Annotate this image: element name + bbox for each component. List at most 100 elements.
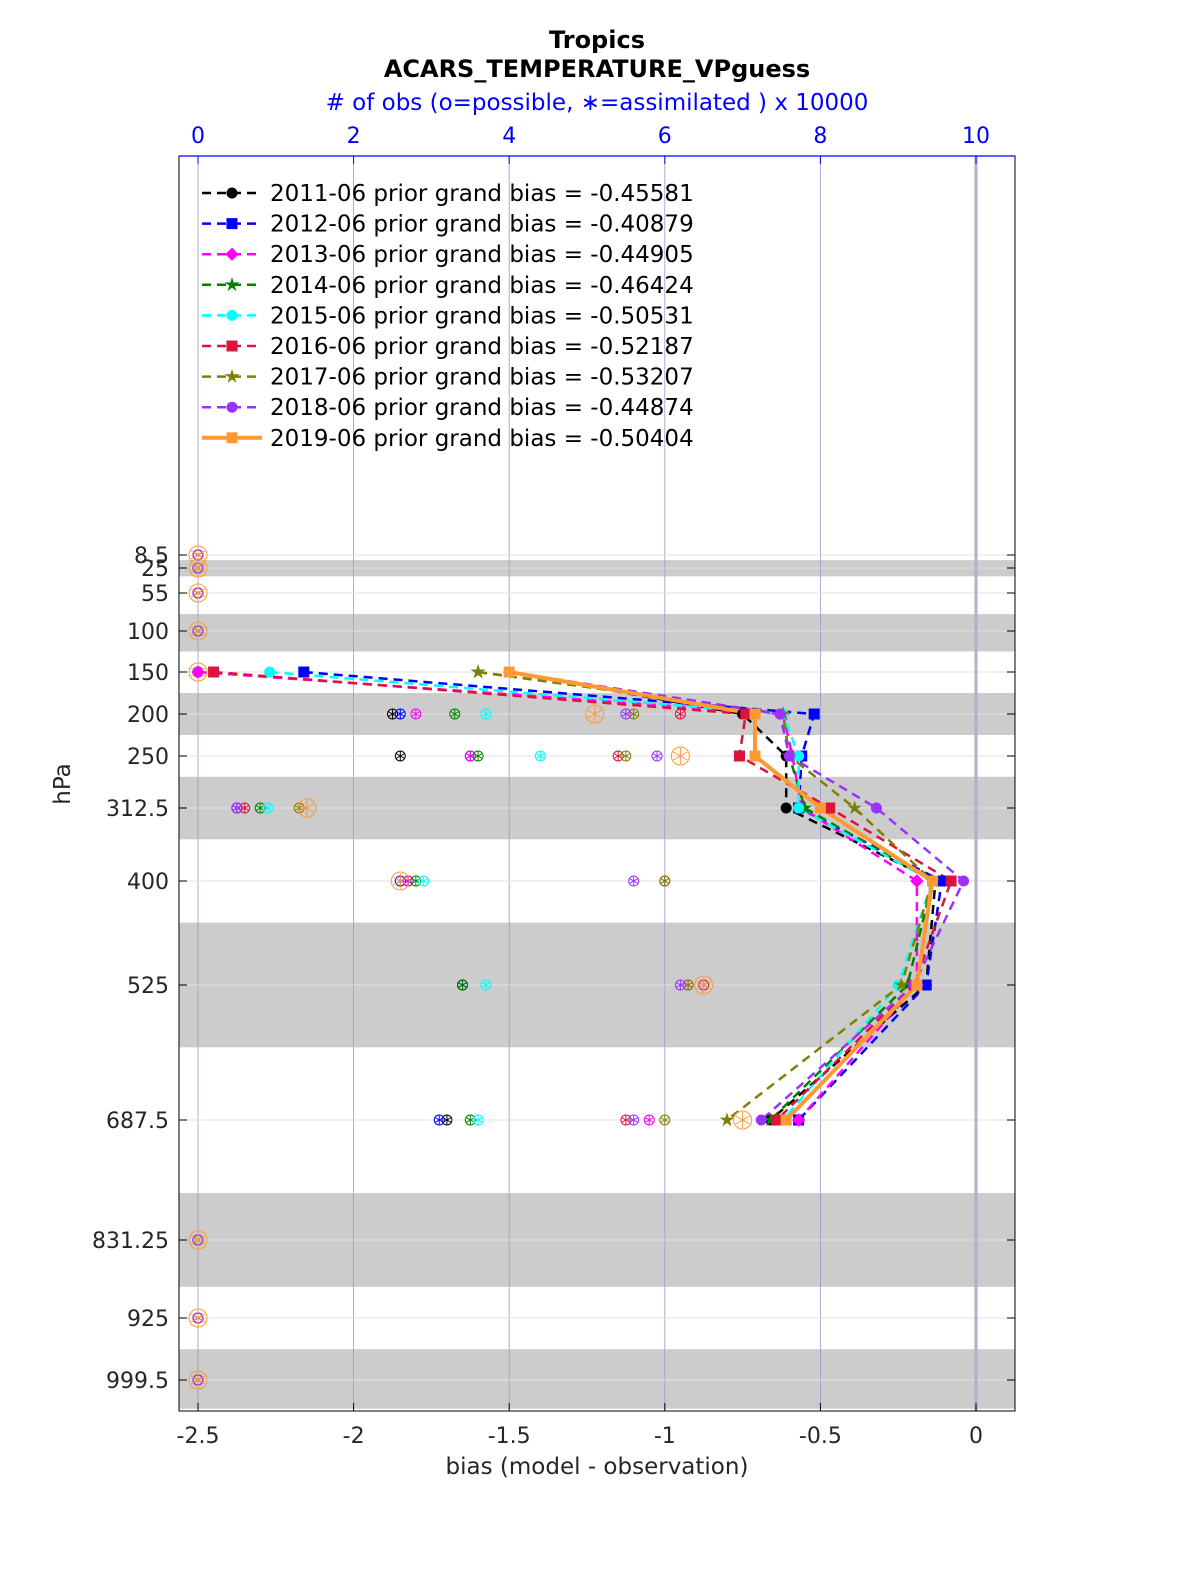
series-line — [477, 670, 934, 1121]
series-point — [780, 802, 792, 814]
legend-marker — [224, 368, 240, 383]
obs-assimilated-marker — [675, 982, 685, 988]
legend-marker — [226, 340, 238, 352]
series-point — [470, 664, 486, 679]
grid-lines — [179, 156, 1015, 1411]
obs-possible-marker — [188, 1370, 208, 1390]
chart-subtitle: ACARS_TEMPERATURE_VPguess — [384, 55, 810, 83]
obs-assimilated-marker — [675, 711, 685, 717]
series-point — [771, 1114, 783, 1126]
top-tick-label: 4 — [502, 124, 516, 149]
legend-entry: 2013-06 prior grand bias = -0.44905 — [270, 242, 694, 268]
obs-assimilated-marker — [735, 1115, 750, 1125]
y-axis-label: hPa — [50, 763, 76, 805]
obs-assimilated-marker — [450, 711, 460, 717]
series-point — [911, 979, 923, 991]
obs-assimilated-marker — [473, 753, 483, 759]
top-tick-label: 8 — [813, 124, 827, 149]
y-tick-label: 100 — [127, 620, 169, 645]
obs-possible-marker — [188, 583, 208, 603]
series-point — [298, 666, 310, 678]
x-tick-label: 0 — [969, 1424, 983, 1449]
obs-assimilated-marker — [621, 753, 631, 759]
y-tick-label: 150 — [127, 661, 169, 686]
obs-assimilated-marker — [395, 753, 405, 759]
shaded-band — [179, 1349, 1015, 1409]
series-line — [477, 670, 934, 1121]
top-tick-label: 6 — [658, 124, 672, 149]
top-tick-label: 2 — [347, 124, 361, 149]
obs-possible-marker — [670, 746, 690, 766]
legend-entry: 2016-06 prior grand bias = -0.52187 — [270, 334, 694, 360]
bottom-axis-ticks: -2.5 -2 -1.5 -1 -0.5 0 — [177, 1403, 983, 1449]
top-axis-label: # of obs (o=possible, ∗=assimilated ) x … — [326, 90, 869, 116]
series-point — [740, 708, 752, 720]
series-point — [783, 750, 795, 762]
series-point — [208, 666, 220, 678]
y-tick-label: 999.5 — [106, 1369, 169, 1394]
obs-assimilated-marker — [660, 878, 670, 884]
obs-possible-marker — [585, 704, 605, 724]
obs-assimilated-marker — [535, 753, 545, 759]
series-point — [749, 708, 761, 720]
series-point — [870, 802, 882, 814]
series-point — [719, 1112, 735, 1127]
obs-possible-marker — [188, 558, 208, 578]
obs-assimilated-marker — [629, 1117, 639, 1123]
obs-assimilated-marker — [419, 878, 429, 884]
chart-title: Tropics — [549, 26, 645, 54]
legend-marker — [226, 187, 238, 199]
obs-assimilated-marker — [263, 805, 273, 811]
shaded-band — [179, 614, 1015, 652]
y-tick-label: 8.5 — [134, 544, 169, 569]
obs-assimilated-marker — [393, 876, 408, 886]
series-point — [774, 708, 786, 720]
obs-assimilated-marker — [190, 1375, 206, 1385]
legend-entry: 2012-06 prior grand bias = -0.40879 — [270, 212, 694, 238]
legend-marker — [226, 432, 238, 444]
series-point — [926, 875, 938, 887]
obs-assimilated-marker — [190, 563, 206, 573]
series-point — [793, 802, 805, 814]
obs-assimilated-marker — [299, 803, 315, 813]
obs-possible-marker — [188, 662, 208, 682]
series-line — [197, 670, 919, 1121]
obs-assimilated-marker — [190, 1235, 206, 1245]
series-point — [808, 708, 820, 720]
series-point — [958, 875, 970, 887]
obs-assimilated-marker — [434, 1117, 444, 1123]
obs-assimilated-marker — [660, 1117, 670, 1123]
y-tick-label: 687.5 — [106, 1109, 169, 1134]
series-point — [749, 750, 761, 762]
obs-assimilated-marker — [652, 753, 662, 759]
obs-assimilated-marker — [481, 711, 491, 717]
y-tick-label: 525 — [127, 974, 169, 999]
series-point — [814, 802, 826, 814]
series-point — [791, 1113, 806, 1127]
y-tick-label: 831.25 — [92, 1229, 169, 1254]
series-point — [847, 800, 862, 815]
series-point — [780, 1114, 792, 1126]
series-point — [264, 666, 276, 678]
legend-marker — [226, 309, 238, 321]
obs-assimilated-marker — [644, 1117, 654, 1123]
obs-assimilated-marker — [473, 1117, 483, 1123]
legend-entry: 2011-06 prior grand bias = -0.45581 — [270, 181, 694, 207]
y-tick-label: 925 — [127, 1307, 169, 1332]
legend-marker — [224, 277, 240, 292]
series-point — [503, 666, 515, 678]
series-point — [894, 977, 909, 992]
legend: 2011-06 prior grand bias = -0.45581 2012-… — [202, 181, 694, 452]
obs-assimilated-marker — [190, 1313, 206, 1323]
series-point — [910, 874, 924, 888]
obs-assimilated-marker — [190, 626, 206, 636]
obs-assimilated-marker — [294, 805, 304, 811]
y-tick-label: 200 — [127, 703, 169, 728]
legend-entry: 2019-06 prior grand bias = -0.50404 — [270, 426, 694, 452]
obs-assimilated-marker — [481, 982, 491, 988]
obs-possible-marker — [390, 871, 410, 891]
series-point — [191, 665, 205, 679]
obs-possible-marker — [188, 1230, 208, 1250]
